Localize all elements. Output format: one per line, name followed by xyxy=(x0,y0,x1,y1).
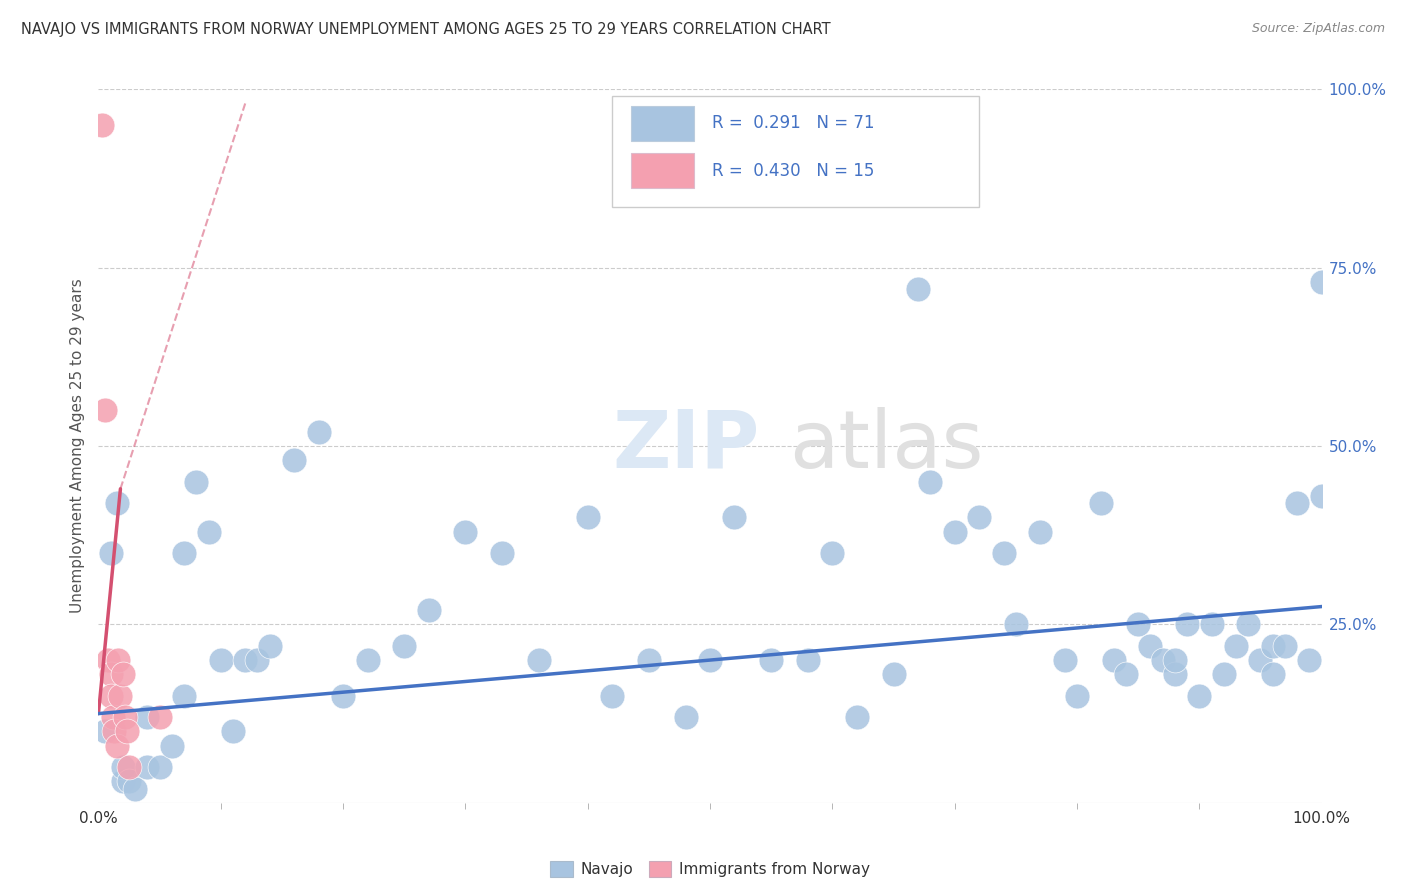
Point xyxy=(883,667,905,681)
Point xyxy=(115,724,138,739)
Point xyxy=(1225,639,1247,653)
Point xyxy=(107,653,129,667)
Point xyxy=(1128,617,1150,632)
Point xyxy=(114,710,136,724)
Point xyxy=(111,760,134,774)
Point xyxy=(527,653,550,667)
Point xyxy=(124,781,146,796)
Point xyxy=(418,603,440,617)
Text: NAVAJO VS IMMIGRANTS FROM NORWAY UNEMPLOYMENT AMONG AGES 25 TO 29 YEARS CORRELAT: NAVAJO VS IMMIGRANTS FROM NORWAY UNEMPLO… xyxy=(21,22,831,37)
Point xyxy=(160,739,183,753)
Point xyxy=(186,475,208,489)
Point xyxy=(1066,689,1088,703)
Point xyxy=(356,653,378,667)
Point xyxy=(1274,639,1296,653)
FancyBboxPatch shape xyxy=(612,96,979,207)
Legend: Navajo, Immigrants from Norway: Navajo, Immigrants from Norway xyxy=(550,862,870,877)
Point xyxy=(1053,653,1076,667)
Text: atlas: atlas xyxy=(790,407,984,485)
Text: R =  0.291   N = 71: R = 0.291 N = 71 xyxy=(713,114,875,132)
Point xyxy=(454,524,477,539)
Point xyxy=(1310,275,1333,289)
Point xyxy=(149,760,172,774)
Point xyxy=(105,496,128,510)
Point xyxy=(110,689,132,703)
Point xyxy=(967,510,990,524)
Point xyxy=(920,475,942,489)
Point xyxy=(105,739,128,753)
Point xyxy=(1152,653,1174,667)
Point xyxy=(1164,667,1187,681)
Y-axis label: Unemployment Among Ages 25 to 29 years: Unemployment Among Ages 25 to 29 years xyxy=(69,278,84,614)
Point xyxy=(1029,524,1052,539)
Point xyxy=(332,689,354,703)
Point xyxy=(943,524,966,539)
Point xyxy=(136,760,159,774)
Point xyxy=(1115,667,1137,681)
FancyBboxPatch shape xyxy=(630,153,695,187)
Point xyxy=(1286,496,1309,510)
Point xyxy=(491,546,513,560)
Point xyxy=(1188,689,1211,703)
Point xyxy=(93,403,115,417)
Point xyxy=(1298,653,1320,667)
Point xyxy=(111,667,134,681)
Point xyxy=(907,282,929,296)
Text: ZIP: ZIP xyxy=(612,407,759,485)
Point xyxy=(1261,639,1284,653)
Point xyxy=(118,760,141,774)
Point xyxy=(233,653,256,667)
Point xyxy=(1102,653,1125,667)
Point xyxy=(1249,653,1271,667)
Point xyxy=(246,653,269,667)
Point xyxy=(91,118,114,132)
Point xyxy=(699,653,721,667)
Point xyxy=(97,653,120,667)
Point xyxy=(100,546,122,560)
Point xyxy=(136,710,159,724)
Point xyxy=(1201,617,1223,632)
Point xyxy=(1090,496,1112,510)
Point xyxy=(675,710,697,724)
Point xyxy=(173,546,195,560)
Point xyxy=(993,546,1015,560)
Point xyxy=(103,724,125,739)
Point xyxy=(308,425,330,439)
Point xyxy=(222,724,245,739)
Point xyxy=(197,524,219,539)
Point xyxy=(100,689,122,703)
Point xyxy=(149,710,172,724)
Point xyxy=(93,724,115,739)
Point xyxy=(1237,617,1260,632)
Point xyxy=(1164,653,1187,667)
Point xyxy=(209,653,232,667)
Point xyxy=(118,774,141,789)
Point xyxy=(1310,489,1333,503)
Point xyxy=(600,689,623,703)
Point xyxy=(111,774,134,789)
FancyBboxPatch shape xyxy=(630,106,695,141)
Point xyxy=(576,510,599,524)
Text: Source: ZipAtlas.com: Source: ZipAtlas.com xyxy=(1251,22,1385,36)
Point xyxy=(1004,617,1026,632)
Point xyxy=(638,653,661,667)
Point xyxy=(100,667,122,681)
Point xyxy=(821,546,844,560)
Point xyxy=(259,639,281,653)
Point xyxy=(1175,617,1198,632)
Point xyxy=(283,453,305,467)
Text: R =  0.430   N = 15: R = 0.430 N = 15 xyxy=(713,161,875,179)
Point xyxy=(1139,639,1161,653)
Point xyxy=(392,639,416,653)
Point xyxy=(101,710,124,724)
Point xyxy=(761,653,783,667)
Point xyxy=(1212,667,1234,681)
Point xyxy=(723,510,745,524)
Point xyxy=(1261,667,1284,681)
Point xyxy=(797,653,820,667)
Point xyxy=(173,689,195,703)
Point xyxy=(845,710,868,724)
